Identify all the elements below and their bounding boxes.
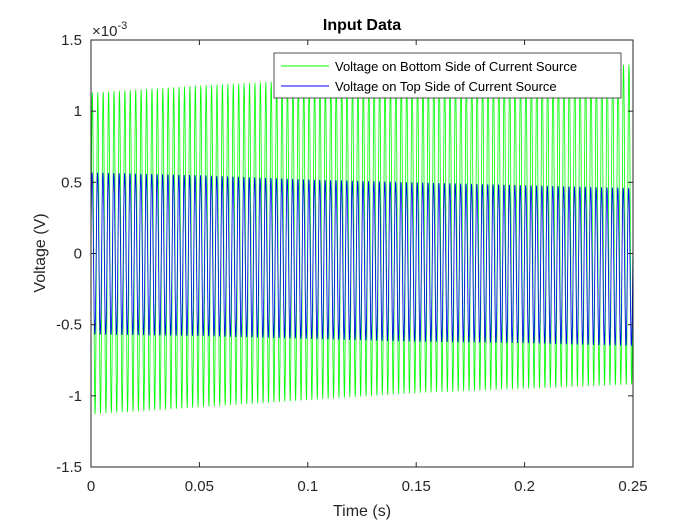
y-tick-label: -1 xyxy=(69,388,82,405)
x-tick-label: 0.25 xyxy=(618,478,647,495)
legend-entry-2: Voltage on Top Side of Current Source xyxy=(335,79,557,94)
y-tick-label: 0.5 xyxy=(61,174,82,191)
y-exponent-label: ×10-3 xyxy=(92,20,127,40)
series-line-2 xyxy=(90,172,634,346)
x-tick-label: 0.15 xyxy=(402,478,431,495)
x-tick-label: 0.05 xyxy=(185,478,214,495)
ticks: 0 0.05 0.1 0.15 0.2 0.25 -1.5 -1 -0.5 0 0.5 1 1.5 xyxy=(56,32,647,495)
y-tick-label: 0 xyxy=(74,246,82,263)
y-axis-label: Voltage (V) xyxy=(32,213,49,292)
y-tick-label: 1.5 xyxy=(61,32,82,49)
legend: Voltage on Bottom Side of Current Source… xyxy=(273,52,622,99)
chart-title: Input Data xyxy=(323,17,401,34)
x-tick-label: 0 xyxy=(87,478,95,495)
legend-entry-1: Voltage on Bottom Side of Current Source xyxy=(335,59,577,74)
legend-box xyxy=(273,52,622,99)
y-tick-label: 1 xyxy=(74,103,82,120)
x-tick-label: 0.2 xyxy=(514,478,535,495)
x-tick-label: 0.1 xyxy=(297,478,318,495)
y-tick-label: -1.5 xyxy=(56,459,82,476)
x-axis-label: Time (s) xyxy=(333,503,391,520)
plot-area xyxy=(90,40,634,467)
y-tick-label: -0.5 xyxy=(56,317,82,334)
